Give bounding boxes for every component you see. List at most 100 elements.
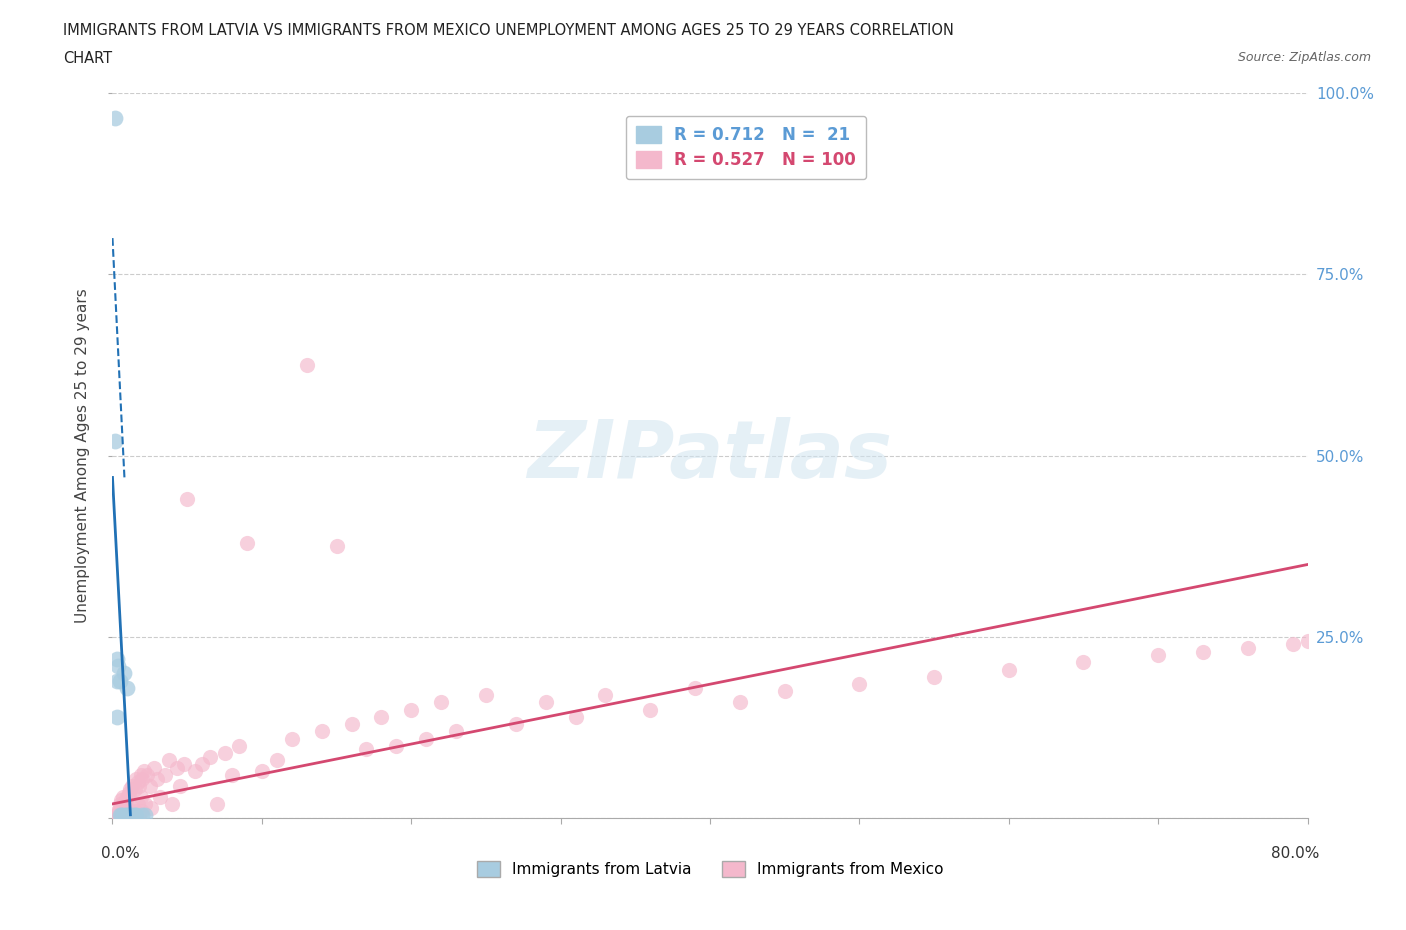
Point <box>124 782 146 797</box>
Point <box>117 800 139 815</box>
Point <box>191 757 214 772</box>
Point <box>122 800 145 815</box>
Point <box>107 658 129 673</box>
Point <box>162 796 183 811</box>
Point <box>135 767 157 782</box>
Point <box>143 760 166 775</box>
Point <box>1281 637 1303 652</box>
Point <box>415 731 437 746</box>
Point <box>166 760 188 775</box>
Point <box>110 792 132 807</box>
Point <box>146 771 169 786</box>
Point <box>370 710 392 724</box>
Y-axis label: Unemployment Among Ages 25 to 29 years: Unemployment Among Ages 25 to 29 years <box>75 288 90 623</box>
Point <box>169 778 191 793</box>
Point <box>134 796 156 811</box>
Point <box>122 807 145 822</box>
Point <box>198 750 221 764</box>
Point <box>121 807 143 822</box>
Point <box>281 731 304 746</box>
Point <box>153 767 176 782</box>
Point <box>139 778 162 793</box>
Point <box>401 702 423 717</box>
Point <box>111 807 134 822</box>
Point <box>108 807 131 822</box>
Point <box>1357 626 1379 641</box>
Point <box>1192 644 1215 659</box>
Point <box>250 764 273 778</box>
Point <box>114 807 135 822</box>
Point <box>1237 641 1260 656</box>
Point <box>108 673 131 688</box>
Text: 80.0%: 80.0% <box>1271 846 1320 861</box>
Point <box>475 687 498 702</box>
Point <box>131 804 153 818</box>
Point <box>214 746 236 761</box>
Point <box>683 681 706 696</box>
Point <box>444 724 467 738</box>
Point <box>773 684 796 699</box>
Point <box>595 687 617 702</box>
Point <box>228 738 250 753</box>
Point <box>340 717 363 732</box>
Point <box>121 807 143 822</box>
Point <box>104 433 127 448</box>
Point <box>1386 622 1406 637</box>
Point <box>111 790 134 804</box>
Point <box>114 796 135 811</box>
Point <box>505 717 527 732</box>
Point <box>117 790 139 804</box>
Point <box>108 796 131 811</box>
Text: Source: ZipAtlas.com: Source: ZipAtlas.com <box>1237 51 1371 64</box>
Point <box>117 807 139 822</box>
Point <box>1147 647 1170 662</box>
Point <box>534 695 557 710</box>
Point <box>356 742 378 757</box>
Point <box>325 539 347 554</box>
Point <box>128 807 150 822</box>
Point <box>108 800 131 815</box>
Point <box>105 651 128 666</box>
Point <box>205 796 228 811</box>
Text: CHART: CHART <box>63 51 112 66</box>
Legend: Immigrants from Latvia, Immigrants from Mexico: Immigrants from Latvia, Immigrants from … <box>471 855 949 884</box>
Point <box>221 767 243 782</box>
Point <box>108 807 131 822</box>
Point <box>124 804 146 818</box>
Point <box>107 804 129 818</box>
Point <box>105 710 128 724</box>
Point <box>295 358 318 373</box>
Text: IMMIGRANTS FROM LATVIA VS IMMIGRANTS FROM MEXICO UNEMPLOYMENT AMONG AGES 25 TO 2: IMMIGRANTS FROM LATVIA VS IMMIGRANTS FRO… <box>63 23 955 38</box>
Point <box>107 807 129 822</box>
Point <box>115 807 138 822</box>
Point <box>266 753 288 768</box>
Point <box>120 804 142 818</box>
Point <box>385 738 408 753</box>
Point <box>728 695 751 710</box>
Point <box>111 807 134 822</box>
Point <box>117 681 139 696</box>
Point <box>120 782 142 797</box>
Point <box>128 778 150 793</box>
Point <box>125 807 148 822</box>
Point <box>104 807 127 822</box>
Point <box>176 492 198 507</box>
Point <box>236 536 259 551</box>
Point <box>114 804 135 818</box>
Point <box>110 807 132 822</box>
Point <box>105 673 128 688</box>
Point <box>124 807 146 822</box>
Point <box>1073 655 1095 670</box>
Point <box>157 753 180 768</box>
Point <box>132 764 155 778</box>
Point <box>120 807 142 822</box>
Point <box>640 702 662 717</box>
Point <box>115 807 138 822</box>
Point <box>141 800 163 815</box>
Point <box>127 796 149 811</box>
Point <box>118 807 141 822</box>
Point <box>118 807 141 822</box>
Text: ZIPatlas: ZIPatlas <box>527 417 893 495</box>
Point <box>129 790 152 804</box>
Point <box>311 724 333 738</box>
